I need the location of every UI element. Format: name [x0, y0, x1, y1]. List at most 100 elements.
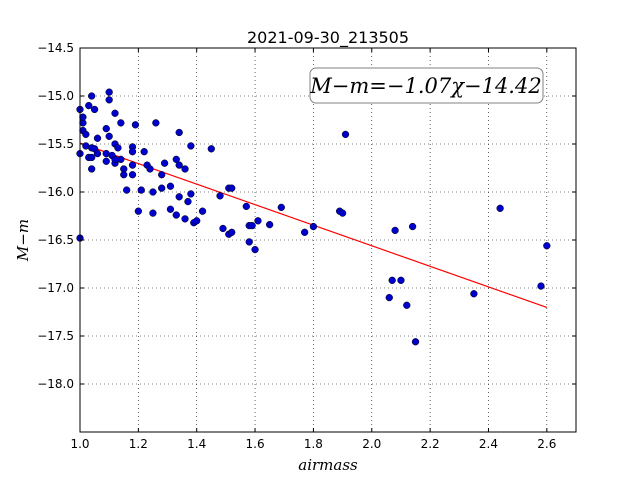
x-tick-label: 2.2: [421, 437, 440, 451]
y-tick-label: −17.0: [37, 281, 74, 295]
data-point: [88, 165, 96, 173]
data-point: [111, 109, 119, 117]
fit-equation-box: M−m=−1.07χ−14.42: [309, 67, 544, 104]
data-point: [207, 145, 215, 153]
x-tick-label: 2.4: [479, 437, 498, 451]
x-tick-label: 1.2: [129, 437, 148, 451]
x-tick-labels: 1.0 1.2 1.4 1.6 1.8 2.0 2.2 2.4 2.6: [70, 437, 556, 451]
y-axis-label: M−m: [14, 219, 32, 262]
data-point: [187, 190, 195, 198]
data-point: [181, 215, 189, 223]
data-point: [105, 132, 113, 140]
data-point: [172, 155, 180, 164]
data-point: [128, 171, 137, 179]
data-point: [397, 276, 405, 284]
data-point: [408, 222, 417, 231]
data-point: [388, 276, 396, 284]
data-point: [187, 142, 195, 150]
data-point: [88, 153, 96, 162]
chart-title: 2021-09-30_213505: [247, 28, 409, 48]
data-point: [277, 203, 285, 212]
data-point: [175, 161, 183, 169]
x-tick-label: 1.0: [70, 437, 89, 451]
y-tick-label: −16.5: [37, 233, 74, 247]
data-point: [543, 242, 551, 250]
data-point: [117, 155, 125, 164]
data-point: [102, 157, 110, 165]
data-point: [228, 184, 236, 192]
data-point: [245, 238, 253, 246]
data-point: [251, 245, 259, 254]
data-point: [172, 211, 180, 219]
data-point: [216, 192, 224, 200]
y-tick-label: −16.0: [37, 185, 74, 199]
data-point: [219, 224, 227, 233]
data-point: [79, 113, 87, 121]
data-point: [82, 130, 90, 139]
data-point: [149, 209, 157, 217]
axis-ticks: [79, 47, 576, 432]
data-point: [152, 119, 160, 127]
data-point: [470, 290, 478, 298]
data-point: [181, 165, 189, 173]
data-point: [166, 205, 175, 213]
data-point: [341, 130, 350, 139]
data-point: [254, 217, 262, 225]
y-tick-label: −14.5: [37, 41, 74, 55]
data-point: [128, 161, 137, 169]
data-point: [90, 105, 99, 114]
data-point: [301, 228, 309, 236]
data-point: [158, 184, 166, 192]
data-point: [149, 188, 157, 196]
data-point: [391, 226, 399, 235]
data-point: [88, 92, 96, 100]
y-tick-label: −15.0: [37, 89, 74, 103]
data-point: [228, 228, 236, 236]
data-point: [85, 101, 93, 110]
data-point: [105, 96, 113, 104]
x-tick-label: 2.0: [362, 437, 381, 451]
data-point: [93, 149, 102, 158]
y-tick-label: −18.0: [37, 377, 74, 391]
data-point: [137, 186, 145, 194]
data-point: [411, 338, 420, 346]
data-point: [166, 182, 175, 190]
data-point: [198, 207, 207, 215]
data-point: [120, 171, 128, 179]
data-point: [128, 148, 137, 156]
x-axis-label: airmass: [298, 456, 358, 474]
data-point: [184, 197, 192, 206]
y-tick-labels: −14.5 −15.0 −15.5 −16.0 −16.5 −17.0 −17.5 −18.0: [37, 41, 74, 391]
data-points: [76, 88, 551, 346]
data-point: [265, 220, 274, 229]
data-point: [242, 202, 250, 211]
fit-equation-text: M−m=−1.07χ−14.42: [309, 74, 541, 98]
y-tick-label: −17.5: [37, 329, 74, 343]
x-tick-label: 1.8: [304, 437, 323, 451]
data-point: [114, 144, 122, 152]
data-point: [102, 124, 110, 133]
data-point: [496, 204, 504, 212]
x-tick-label: 1.4: [187, 437, 206, 451]
data-point: [105, 88, 113, 96]
data-point: [537, 282, 545, 290]
data-point: [131, 121, 140, 129]
data-point: [93, 134, 102, 142]
data-point: [140, 148, 148, 156]
x-tick-label: 1.6: [246, 437, 265, 451]
data-point: [117, 119, 125, 127]
data-point: [403, 301, 411, 309]
fit-equation-frame: [309, 67, 544, 104]
data-point: [160, 159, 169, 167]
data-point: [193, 217, 201, 225]
data-point: [146, 165, 154, 173]
data-point: [123, 186, 131, 194]
y-tick-label: −15.5: [37, 137, 74, 151]
data-point: [338, 209, 347, 217]
data-point: [309, 222, 318, 231]
x-tick-label: 2.6: [537, 437, 556, 451]
data-point: [248, 221, 256, 230]
data-point: [175, 128, 183, 137]
data-point: [134, 207, 143, 215]
